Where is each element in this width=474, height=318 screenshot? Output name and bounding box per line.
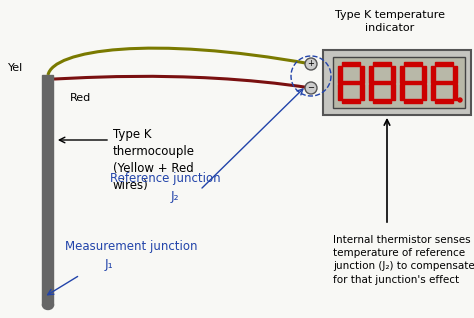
Bar xyxy=(431,84,435,100)
Bar xyxy=(400,66,404,82)
Text: −: − xyxy=(308,84,315,93)
Ellipse shape xyxy=(458,98,462,102)
Text: Internal thermistor senses
temperature of reference
junction (J₂) to compensate
: Internal thermistor senses temperature o… xyxy=(333,235,474,285)
Bar xyxy=(333,57,465,108)
Bar xyxy=(342,99,360,103)
Bar xyxy=(404,62,422,66)
Ellipse shape xyxy=(305,58,317,70)
Bar xyxy=(391,84,395,100)
Text: Measurement junction: Measurement junction xyxy=(65,240,198,253)
Bar xyxy=(400,84,404,100)
Text: Type K
thermocouple
(Yellow + Red
wires): Type K thermocouple (Yellow + Red wires) xyxy=(113,128,195,192)
Bar xyxy=(422,84,426,100)
Bar xyxy=(435,99,453,103)
Bar xyxy=(338,66,342,82)
Ellipse shape xyxy=(43,301,54,309)
Bar xyxy=(342,80,360,85)
Bar xyxy=(360,66,364,82)
Bar xyxy=(453,84,457,100)
Text: Yel: Yel xyxy=(8,63,23,73)
Bar xyxy=(422,66,426,82)
Bar xyxy=(435,80,453,85)
Bar xyxy=(435,62,453,66)
Bar xyxy=(431,66,435,82)
Bar xyxy=(43,75,54,305)
Bar xyxy=(338,84,342,100)
Ellipse shape xyxy=(305,82,317,94)
Bar xyxy=(404,99,422,103)
Text: J₁: J₁ xyxy=(105,258,114,271)
Bar xyxy=(323,50,471,115)
Bar xyxy=(369,84,373,100)
Text: Type K temperature
indicator: Type K temperature indicator xyxy=(335,10,445,33)
Bar xyxy=(373,62,391,66)
Bar xyxy=(404,80,422,85)
Bar xyxy=(373,80,391,85)
Text: +: + xyxy=(308,59,314,68)
Text: Reference junction: Reference junction xyxy=(109,172,220,185)
Bar xyxy=(373,99,391,103)
Bar xyxy=(453,66,457,82)
Bar xyxy=(360,84,364,100)
Bar xyxy=(342,62,360,66)
Bar xyxy=(369,66,373,82)
Bar xyxy=(391,66,395,82)
Text: Red: Red xyxy=(70,93,91,103)
Text: J₂: J₂ xyxy=(171,190,179,203)
